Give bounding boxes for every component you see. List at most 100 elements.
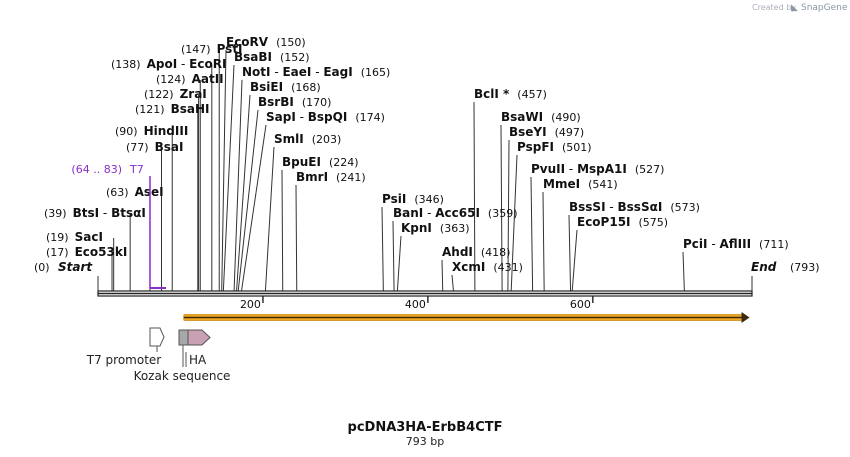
enzyme-label[interactable]: (124) AatII bbox=[156, 72, 224, 86]
selection[interactable]: (64 .. 83) T7 bbox=[71, 163, 166, 289]
enzyme-label[interactable]: (19) SacI bbox=[46, 230, 103, 244]
enzyme-position: (121) bbox=[135, 103, 165, 116]
enzyme-label[interactable]: BseYI (497) bbox=[509, 125, 584, 139]
enzyme-position: (147) bbox=[181, 43, 211, 56]
enzyme-position: (490) bbox=[551, 111, 581, 124]
enzyme-label[interactable]: (63) AseI bbox=[106, 185, 164, 199]
enzyme-separator: - bbox=[565, 162, 577, 176]
enzyme-label[interactable]: BsrBI (170) bbox=[258, 95, 331, 109]
t7-promoter-arrow-icon bbox=[149, 327, 165, 347]
enzyme-position: (541) bbox=[588, 178, 618, 191]
enzyme-name: EagI bbox=[323, 65, 352, 79]
enzyme-name: BmrI bbox=[296, 170, 328, 184]
enzyme-label[interactable]: NotI - EaeI - EagI (165) bbox=[242, 65, 390, 79]
enzyme-position: (165) bbox=[361, 66, 391, 79]
enzyme-label[interactable]: (77) BsaI bbox=[126, 140, 183, 154]
enzyme-label[interactable]: (122) ZraI bbox=[144, 87, 207, 101]
enzyme-name: BtsI bbox=[73, 206, 100, 220]
enzyme-label[interactable]: PsiI (346) bbox=[382, 192, 444, 206]
enzyme-cut-line bbox=[473, 101, 476, 292]
enzyme-cut-line bbox=[451, 274, 454, 292]
enzyme-name: BspQI bbox=[308, 110, 348, 124]
enzyme-label[interactable]: (90) HindIII bbox=[115, 124, 188, 138]
enzyme-cut-line bbox=[530, 176, 534, 292]
enzyme-label[interactable]: PvuII - MspA1I (527) bbox=[531, 162, 664, 176]
enzyme-name: AhdI bbox=[442, 245, 473, 259]
enzyme-name: ZraI bbox=[180, 87, 207, 101]
enzyme-label[interactable]: BsaBI (152) bbox=[234, 50, 310, 64]
enzyme-name: BclI * bbox=[474, 87, 510, 101]
enzyme-cut-line bbox=[542, 191, 545, 292]
enzyme-name: AatII bbox=[192, 72, 224, 86]
enzyme-position: (150) bbox=[276, 36, 306, 49]
orf-arrowhead bbox=[741, 312, 750, 323]
enzyme-label[interactable]: (138) ApoI - EcoRI bbox=[111, 57, 226, 71]
feature-t7-promoter[interactable]: T7 promoter bbox=[86, 327, 165, 367]
enzyme-label[interactable]: (39) BtsI - BtsαI bbox=[44, 206, 146, 220]
enzyme-name: Eco53kI bbox=[75, 245, 128, 259]
t7-promoter-label: T7 promoter bbox=[86, 353, 162, 367]
enzyme-label[interactable]: (147) PstI bbox=[181, 42, 243, 56]
enzyme-label[interactable]: AhdI (418) bbox=[442, 245, 510, 259]
enzyme-position: (346) bbox=[414, 193, 444, 206]
enzyme-name: PvuII bbox=[531, 162, 565, 176]
enzyme-cut-line bbox=[381, 206, 384, 292]
enzyme-cut-line bbox=[222, 64, 235, 292]
enzyme-cut-line bbox=[233, 79, 243, 292]
start-label: Start bbox=[58, 260, 93, 274]
enzyme-label[interactable]: PciI - AflIII (711) bbox=[683, 237, 789, 251]
enzyme-cut-line bbox=[241, 124, 267, 292]
enzyme-label[interactable]: MmeI (541) bbox=[543, 177, 618, 191]
enzyme-position: (152) bbox=[280, 51, 310, 64]
enzyme-cut-line bbox=[571, 229, 578, 292]
enzyme-name: ApoI bbox=[147, 57, 178, 71]
end-position: (793) bbox=[790, 261, 820, 274]
enzyme-label[interactable]: SmlI (203) bbox=[274, 132, 341, 146]
enzyme-cut-line bbox=[682, 251, 685, 292]
enzyme-cut-line bbox=[441, 259, 444, 292]
enzyme-position: (359) bbox=[488, 207, 518, 220]
enzyme-label[interactable]: XcmI (431) bbox=[452, 260, 523, 274]
enzyme-separator: - bbox=[311, 65, 323, 79]
enzyme-cut-line bbox=[507, 139, 510, 292]
enzyme-label[interactable]: BsiEI (168) bbox=[250, 80, 321, 94]
enzyme-label[interactable]: SapI - BspQI (174) bbox=[266, 110, 385, 124]
enzyme-name: BsaWI bbox=[501, 110, 543, 124]
enzyme-label[interactable]: EcoRV (150) bbox=[226, 35, 306, 49]
enzyme-position: (138) bbox=[111, 58, 141, 71]
enzyme-separator: - bbox=[606, 200, 618, 214]
enzyme-label[interactable]: EcoP15I (575) bbox=[577, 215, 668, 229]
enzyme-position: (711) bbox=[759, 238, 789, 251]
enzyme-labels: (17) Eco53kI (19) SacI (39) BtsI - BtsαI (63) A… bbox=[44, 35, 789, 274]
cut-lines bbox=[111, 49, 685, 292]
enzyme-label[interactable]: PspFI (501) bbox=[517, 140, 592, 154]
enzyme-separator: - bbox=[271, 65, 283, 79]
enzyme-label[interactable]: BsaWI (490) bbox=[501, 110, 581, 124]
enzyme-position: (457) bbox=[517, 88, 547, 101]
enzyme-label[interactable]: BclI * (457) bbox=[474, 87, 547, 101]
enzyme-label[interactable]: KpnI (363) bbox=[401, 221, 470, 235]
enzyme-name: AseI bbox=[135, 185, 164, 199]
enzyme-name: BseYI bbox=[509, 125, 547, 139]
enzyme-position: (527) bbox=[635, 163, 665, 176]
enzyme-name: BsiEI bbox=[250, 80, 283, 94]
feature-ha[interactable]: HA bbox=[185, 329, 211, 367]
enzyme-cut-line bbox=[295, 184, 298, 292]
enzyme-label[interactable]: BmrI (241) bbox=[296, 170, 366, 184]
enzyme-separator: - bbox=[296, 110, 308, 124]
enzyme-label[interactable]: BpuEI (224) bbox=[282, 155, 359, 169]
plasmid-length: 793 bp bbox=[406, 435, 444, 448]
enzyme-label[interactable]: (17) Eco53kI bbox=[46, 245, 127, 259]
enzyme-label[interactable]: BssSI - BssSαI (573) bbox=[569, 200, 700, 214]
credit-prefix: Created by bbox=[752, 3, 796, 12]
enzyme-position: (431) bbox=[493, 261, 523, 274]
kozak-box bbox=[178, 329, 189, 346]
enzyme-position: (63) bbox=[106, 186, 129, 199]
enzyme-label[interactable]: BanI - Acc65I (359) bbox=[393, 206, 518, 220]
enzyme-cut-line bbox=[221, 49, 227, 292]
enzyme-name: BanI bbox=[393, 206, 423, 220]
kozak-label: Kozak sequence bbox=[134, 369, 231, 383]
enzyme-separator: - bbox=[99, 206, 111, 220]
orf-arrow[interactable] bbox=[183, 312, 750, 323]
enzyme-label[interactable]: (121) BsaHI bbox=[135, 102, 210, 116]
